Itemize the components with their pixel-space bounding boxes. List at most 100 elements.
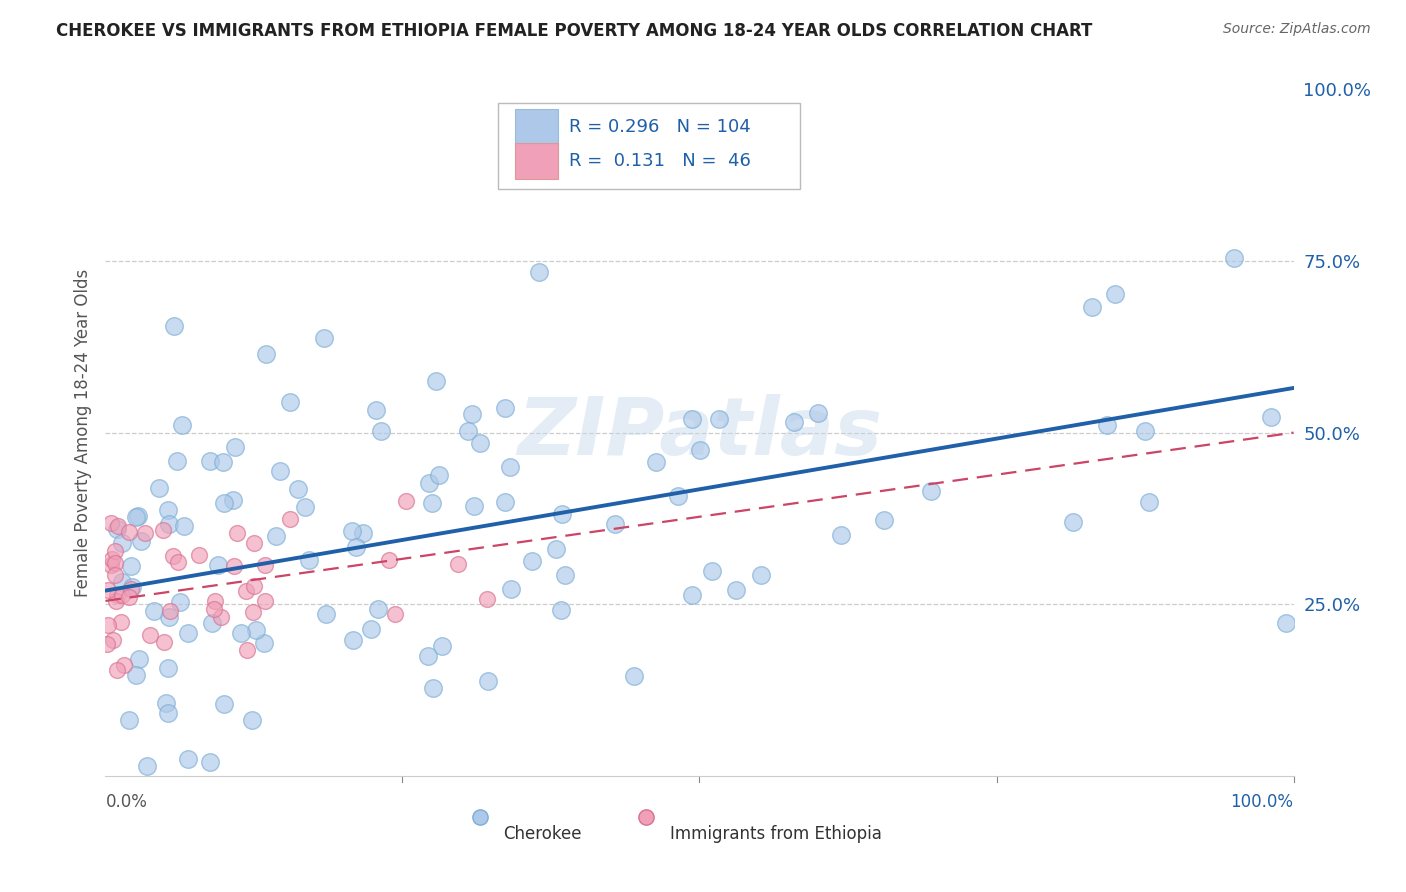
- Point: [427, 468, 450, 483]
- Point: [212, 496, 235, 510]
- Point: [156, 502, 179, 516]
- Point: [314, 331, 336, 345]
- FancyBboxPatch shape: [498, 103, 800, 189]
- Point: [225, 526, 247, 541]
- Point: [253, 636, 276, 650]
- Point: [121, 580, 143, 594]
- Point: [224, 559, 246, 574]
- Point: [457, 424, 479, 438]
- Point: [242, 605, 264, 619]
- Point: [352, 526, 374, 541]
- Point: [749, 568, 772, 582]
- Point: [360, 622, 382, 636]
- Point: [204, 593, 226, 607]
- Point: [120, 558, 142, 573]
- Point: [229, 626, 252, 640]
- Point: [111, 536, 134, 550]
- Point: [245, 623, 267, 637]
- Point: [177, 752, 200, 766]
- Point: [156, 661, 179, 675]
- Point: [666, 489, 689, 503]
- Text: 100.0%: 100.0%: [1230, 793, 1294, 811]
- Text: 0.0%: 0.0%: [105, 793, 148, 811]
- Point: [100, 516, 122, 530]
- Point: [224, 440, 246, 454]
- Point: [463, 500, 485, 514]
- Point: [100, 558, 122, 572]
- Point: [212, 455, 235, 469]
- Point: [554, 568, 576, 582]
- Point: [298, 553, 321, 567]
- Point: [495, 495, 517, 509]
- Point: [138, 628, 160, 642]
- Point: [544, 541, 567, 556]
- Point: [707, 412, 730, 426]
- Point: [475, 591, 498, 606]
- Point: [176, 626, 198, 640]
- Point: [198, 755, 221, 769]
- Point: [240, 713, 263, 727]
- Point: [105, 664, 128, 678]
- Point: [159, 610, 181, 624]
- Point: [287, 483, 309, 497]
- Point: [96, 637, 118, 651]
- Point: [187, 548, 209, 562]
- Point: [198, 453, 221, 467]
- Point: [527, 264, 550, 278]
- Point: [118, 713, 141, 727]
- Point: [551, 508, 574, 522]
- Point: [135, 759, 157, 773]
- Point: [212, 697, 235, 711]
- Point: [207, 558, 229, 572]
- Point: [120, 582, 142, 597]
- Point: [830, 528, 852, 542]
- Text: Cherokee: Cherokee: [503, 825, 582, 844]
- Point: [550, 602, 572, 616]
- Point: [148, 481, 170, 495]
- Point: [807, 406, 830, 420]
- Point: [118, 590, 141, 604]
- Point: [97, 583, 120, 598]
- Point: [163, 318, 186, 333]
- Point: [105, 588, 128, 602]
- Point: [166, 555, 188, 569]
- Point: [1104, 286, 1126, 301]
- Point: [201, 616, 224, 631]
- Point: [269, 464, 291, 478]
- Point: [152, 524, 174, 538]
- Text: Immigrants from Ethiopia: Immigrants from Ethiopia: [669, 825, 882, 844]
- Point: [425, 374, 447, 388]
- Point: [681, 412, 703, 426]
- Point: [1133, 424, 1156, 438]
- Point: [477, 673, 499, 688]
- Point: [468, 435, 491, 450]
- Point: [125, 668, 148, 682]
- Point: [254, 558, 277, 573]
- Point: [315, 607, 337, 621]
- Point: [104, 544, 127, 558]
- Point: [111, 574, 134, 589]
- Point: [236, 643, 259, 657]
- Text: ZIPatlas: ZIPatlas: [517, 393, 882, 472]
- Point: [1137, 495, 1160, 509]
- Point: [418, 475, 440, 490]
- Point: [209, 610, 232, 624]
- Point: [873, 513, 896, 527]
- Text: R =  0.131   N =  46: R = 0.131 N = 46: [569, 153, 751, 170]
- Point: [1260, 410, 1282, 425]
- Point: [134, 526, 156, 541]
- Point: [494, 401, 516, 416]
- Point: [725, 582, 748, 597]
- Point: [254, 347, 277, 361]
- Point: [202, 602, 225, 616]
- Point: [394, 494, 416, 508]
- Point: [101, 551, 124, 566]
- Point: [127, 509, 149, 524]
- Point: [166, 454, 188, 468]
- Point: [416, 648, 439, 663]
- Point: [623, 669, 645, 683]
- Point: [162, 549, 184, 563]
- Point: [112, 658, 135, 673]
- Point: [128, 652, 150, 666]
- FancyBboxPatch shape: [516, 109, 558, 145]
